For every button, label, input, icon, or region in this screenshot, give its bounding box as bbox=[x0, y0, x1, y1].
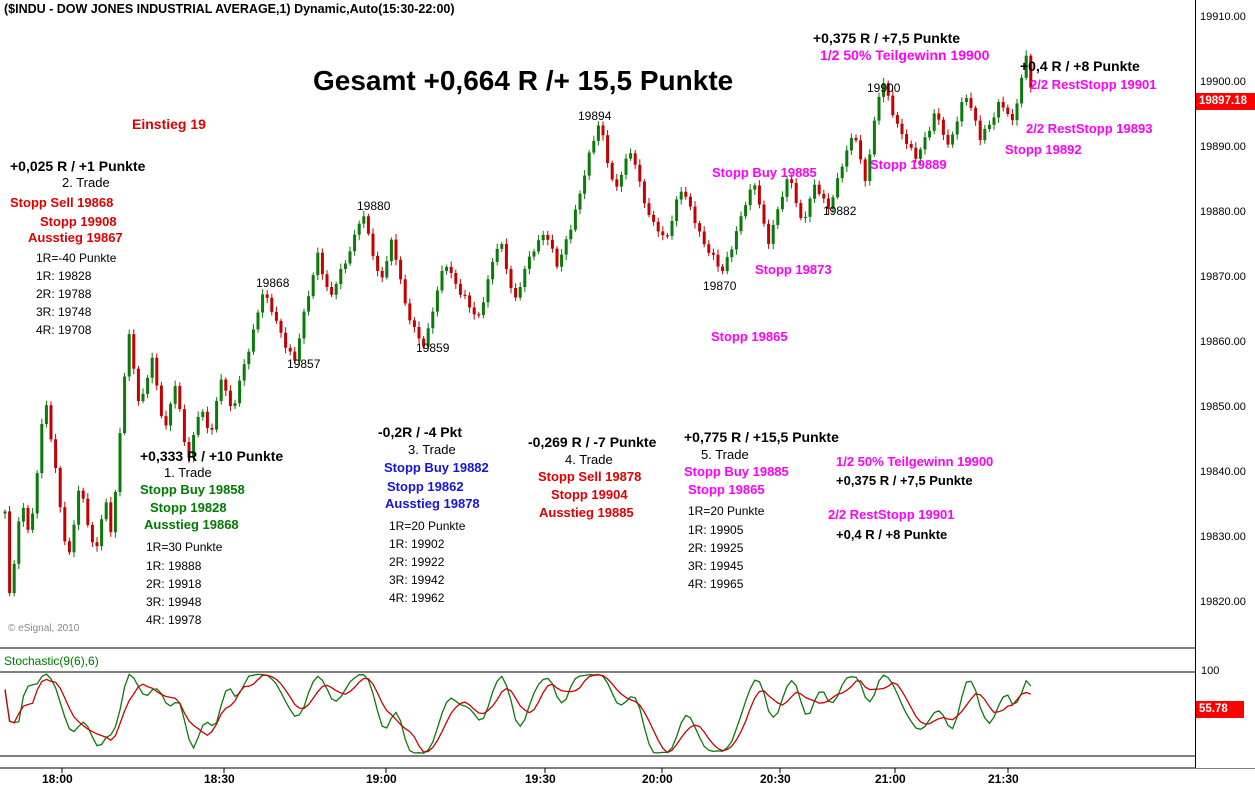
price-axis-label: 19840.00 bbox=[1200, 466, 1246, 478]
time-axis-label: 21:00 bbox=[875, 772, 906, 786]
price-axis-label: 19820.00 bbox=[1200, 596, 1246, 608]
price-axis-label: 19860.00 bbox=[1200, 336, 1246, 348]
time-axis-label: 21:30 bbox=[988, 772, 1019, 786]
time-axis-label: 20:00 bbox=[642, 772, 673, 786]
price-axis-label: 19910.00 bbox=[1200, 11, 1246, 23]
price-axis-label: 19850.00 bbox=[1200, 401, 1246, 413]
last-price-box: 19897.18 bbox=[1196, 92, 1255, 110]
time-axis-label: 19:00 bbox=[366, 772, 397, 786]
price-axis-label: 19900.00 bbox=[1200, 76, 1246, 88]
stochastic-indicator-label: Stochastic(9(6),6) bbox=[4, 654, 99, 668]
time-axis-label: 20:30 bbox=[760, 772, 791, 786]
chart-title-bar: ($INDU - DOW JONES INDUSTRIAL AVERAGE,1)… bbox=[4, 2, 455, 16]
price-axis-label: 19890.00 bbox=[1200, 141, 1246, 153]
stochastic-value-box: 55.78 bbox=[1196, 700, 1244, 718]
stochastic-axis-100-label: 100 bbox=[1201, 665, 1220, 677]
chart-frame bbox=[0, 0, 1255, 773]
esignal-watermark: © eSignal, 2010 bbox=[8, 623, 80, 634]
price-axis-label: 19830.00 bbox=[1200, 531, 1246, 543]
time-axis-label: 19:30 bbox=[525, 772, 556, 786]
time-axis-label: 18:00 bbox=[42, 772, 73, 786]
time-axis[interactable]: 18:00 18:30 19:00 19:30 20:00 20:30 21:00 21:30 bbox=[0, 770, 1255, 790]
price-axis-label: 19870.00 bbox=[1200, 271, 1246, 283]
stochastic-series bbox=[4, 673, 1032, 754]
price-axis[interactable]: 19910.00 19900.00 19890.00 19880.00 19870.00… bbox=[1196, 0, 1255, 768]
price-axis-label: 19880.00 bbox=[1200, 206, 1246, 218]
time-axis-label: 18:30 bbox=[204, 772, 235, 786]
candlestick-series bbox=[3, 50, 1033, 597]
